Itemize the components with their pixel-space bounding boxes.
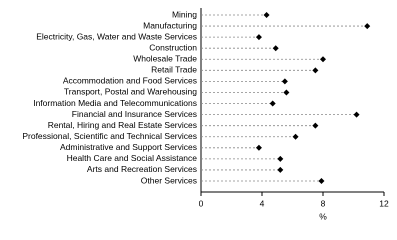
x-tick-label: 8 xyxy=(321,198,326,208)
y-tick-label: Administrative and Support Services xyxy=(60,142,197,152)
dot xyxy=(255,34,262,41)
dot xyxy=(320,56,326,63)
dot xyxy=(269,100,276,107)
dot xyxy=(277,166,284,173)
y-tick-label: Arts and Recreation Services xyxy=(87,164,197,174)
dot xyxy=(263,12,270,18)
y-tick-label: Transport, Postal and Warehousing xyxy=(64,87,197,97)
dot xyxy=(272,45,279,52)
y-tick-label: Rental, Hiring and Real Estate Services xyxy=(48,120,197,130)
y-tick-label: Construction xyxy=(149,42,197,52)
y-tick-label: Electricity, Gas, Water and Waste Servic… xyxy=(36,31,197,41)
y-tick-label: Health Care and Social Assistance xyxy=(67,153,198,163)
y-tick-label: Financial and Insurance Services xyxy=(72,109,197,119)
y-tick-label: Retail Trade xyxy=(151,65,197,75)
y-tick-label: Wholesale Trade xyxy=(133,54,197,64)
dot xyxy=(281,78,288,85)
dot xyxy=(353,111,360,118)
y-tick-label: Accommodation and Food Services xyxy=(63,76,197,86)
dot xyxy=(292,133,299,140)
dot xyxy=(312,122,319,129)
dot xyxy=(283,89,290,96)
x-axis-label: % xyxy=(319,211,327,221)
dot xyxy=(364,23,371,30)
y-tick-label: Mining xyxy=(172,9,197,19)
dot xyxy=(312,67,319,74)
y-tick-label: Other Services xyxy=(141,175,197,185)
x-tick-label: 0 xyxy=(199,198,204,208)
dot xyxy=(277,155,284,162)
y-tick-label: Professional, Scientific and Technical S… xyxy=(22,131,197,141)
y-tick-label: Manufacturing xyxy=(143,20,197,30)
x-tick-label: 12 xyxy=(379,198,389,208)
dot xyxy=(255,144,262,151)
x-tick-label: 4 xyxy=(260,198,265,208)
y-tick-label: Information Media and Telecommunications xyxy=(33,98,197,108)
dot xyxy=(318,178,325,184)
